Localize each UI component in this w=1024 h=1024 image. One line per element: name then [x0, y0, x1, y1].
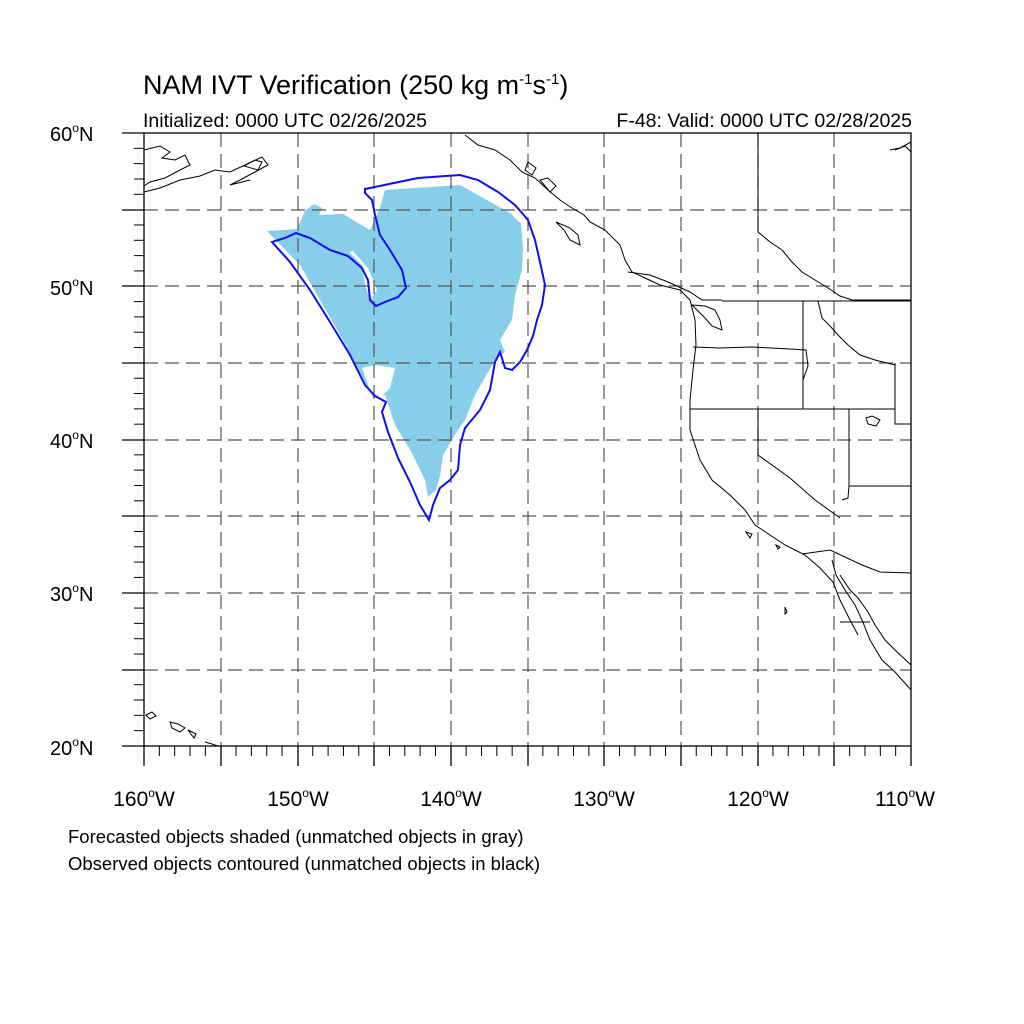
political-borders — [690, 133, 912, 623]
lon-label-160w: 160oW — [113, 786, 175, 811]
footnote-observed: Observed objects contoured (unmatched ob… — [68, 853, 541, 874]
forecast-gap-west — [350, 250, 377, 300]
footnote-forecast: Forecasted objects shaded (unmatched obj… — [68, 826, 524, 847]
observed-object-contours — [270, 173, 547, 523]
graticule — [144, 133, 911, 746]
plot-title: NAM IVT Verification (250 kg m-1s-1) — [143, 70, 569, 100]
forecast-gap-south — [362, 365, 395, 400]
lat-label-40: 40oN — [50, 428, 94, 453]
axis-ticks — [122, 132, 912, 766]
initialized-subtitle: Initialized: 0000 UTC 02/26/2025 — [143, 110, 428, 132]
forecast-object-shaded — [267, 185, 523, 497]
lat-label-60: 60oN — [50, 121, 94, 146]
observed-contour-north — [270, 173, 547, 523]
lon-label-130w: 130oW — [573, 786, 635, 811]
coastlines — [143, 134, 912, 747]
lon-label-120w: 120oW — [727, 786, 789, 811]
valid-time-subtitle: F-48: Valid: 0000 UTC 02/28/2025 — [616, 110, 912, 132]
lon-label-150w: 150oW — [267, 786, 329, 811]
lon-label-110w: 110oW — [875, 786, 935, 811]
lat-label-30: 30oN — [50, 581, 94, 606]
lon-label-140w: 140oW — [420, 786, 482, 811]
lat-label-20: 20oN — [50, 735, 94, 760]
lat-label-50: 50oN — [50, 275, 94, 300]
minor-ticks — [134, 147, 897, 756]
